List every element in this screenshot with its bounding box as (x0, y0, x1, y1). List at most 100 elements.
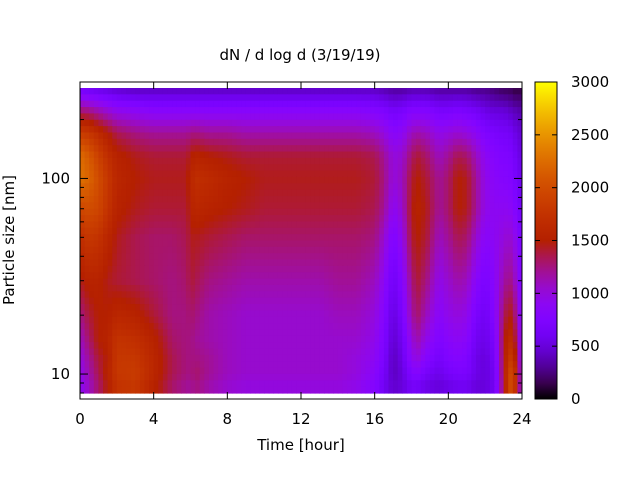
heatmap-cell (264, 240, 270, 248)
heatmap-cell (158, 151, 164, 159)
heatmap-cell (296, 240, 302, 248)
heatmap-cell (190, 157, 196, 165)
heatmap-cell (84, 157, 90, 165)
heatmap-cell (259, 373, 265, 381)
heatmap-cell (347, 202, 353, 210)
heatmap-cell (406, 145, 413, 153)
heatmap-cell (282, 107, 288, 115)
heatmap-cell (439, 100, 445, 108)
heatmap-cell (420, 189, 426, 197)
heatmap-cell (457, 164, 463, 172)
heatmap-cell (245, 88, 251, 95)
heatmap-cell (259, 170, 265, 178)
heatmap-cell (471, 215, 477, 223)
heatmap-cell (347, 278, 353, 286)
heatmap-cell (452, 164, 459, 172)
heatmap-cell (181, 240, 187, 248)
heatmap-cell (126, 354, 132, 362)
heatmap-cell (282, 126, 288, 134)
heatmap-cell (291, 151, 297, 159)
heatmap-cell (462, 145, 468, 153)
heatmap-cell (485, 297, 491, 305)
heatmap-cell (337, 367, 344, 375)
heatmap-cell (452, 335, 459, 343)
heatmap-cell (158, 113, 164, 121)
heatmap-cell (416, 202, 422, 210)
heatmap-cell (268, 189, 274, 197)
heatmap-cell (213, 272, 219, 280)
heatmap-cell (277, 202, 284, 210)
heatmap-cell (452, 265, 459, 273)
heatmap-cell (439, 316, 445, 324)
heatmap-cell (489, 291, 495, 299)
heatmap-cell (218, 94, 224, 102)
heatmap-cell (305, 126, 311, 134)
heatmap-cell (402, 316, 408, 324)
heatmap-cell (282, 157, 288, 165)
heatmap-cell (517, 107, 522, 115)
heatmap-cell (342, 151, 348, 159)
heatmap-cell (411, 126, 417, 134)
heatmap-cell (112, 234, 118, 242)
heatmap-cell (291, 170, 297, 178)
heatmap-cell (365, 227, 371, 235)
heatmap-cell (379, 259, 385, 267)
heatmap-cell (425, 215, 431, 223)
heatmap-cell (462, 100, 468, 108)
heatmap-cell (475, 240, 482, 248)
heatmap-cell (241, 272, 247, 280)
heatmap-cell (185, 176, 192, 184)
heatmap-cell (277, 113, 284, 121)
heatmap-cell (471, 329, 477, 337)
heatmap-cell (305, 189, 311, 197)
heatmap-cell (485, 94, 491, 102)
heatmap-cell (107, 304, 113, 311)
heatmap-cell (282, 183, 288, 191)
heatmap-cell (176, 323, 182, 331)
heatmap-cell (314, 119, 321, 127)
heatmap-cell (498, 284, 505, 292)
heatmap-cell (379, 196, 385, 203)
heatmap-cell (517, 126, 522, 134)
heatmap-cell (342, 361, 348, 369)
heatmap-cell (291, 265, 297, 273)
heatmap-cell (126, 291, 132, 299)
heatmap-cell (222, 176, 228, 184)
heatmap-cell (397, 100, 403, 108)
heatmap-cell (98, 246, 104, 254)
heatmap-cell (314, 265, 321, 273)
heatmap-cell (462, 221, 468, 229)
heatmap-cell (498, 265, 505, 273)
heatmap-cell (439, 310, 445, 318)
heatmap-cell (236, 113, 242, 121)
heatmap-cell (93, 354, 100, 362)
heatmap-cell (457, 100, 463, 108)
heatmap-cell (489, 138, 495, 146)
heatmap-cell (508, 221, 514, 229)
heatmap-cell (324, 196, 330, 203)
heatmap-cell (277, 310, 284, 318)
heatmap-cell (512, 361, 518, 369)
heatmap-cell (135, 234, 141, 242)
heatmap-cell (434, 113, 440, 121)
heatmap-cell (314, 164, 321, 172)
heatmap-cell (489, 234, 495, 242)
heatmap-cell (314, 284, 321, 292)
heatmap-cell (254, 145, 261, 153)
heatmap-cell (388, 373, 394, 381)
heatmap-cell (429, 265, 436, 273)
heatmap-cell (429, 100, 436, 108)
heatmap-cell (517, 348, 522, 356)
heatmap-cell (287, 176, 293, 184)
heatmap-cell (153, 361, 159, 369)
heatmap-cell (268, 265, 274, 273)
heatmap-cell (439, 164, 445, 172)
heatmap-cell (420, 126, 426, 134)
heatmap-cell (489, 196, 495, 203)
heatmap-cell (411, 189, 417, 197)
heatmap-cell (222, 265, 228, 273)
heatmap-cell (416, 107, 422, 115)
heatmap-cell (439, 157, 445, 165)
heatmap-cell (420, 367, 426, 375)
heatmap-cell (236, 304, 242, 311)
